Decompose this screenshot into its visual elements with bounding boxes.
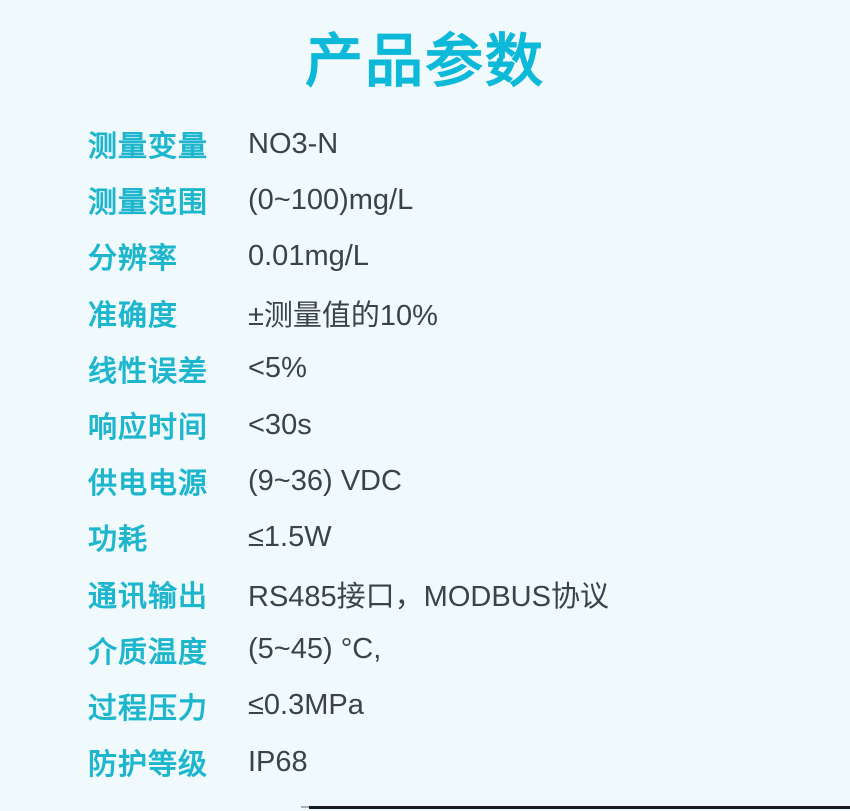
parameter-label: 介质温度	[88, 636, 209, 669]
parameter-label: 测量范围	[88, 187, 209, 220]
page-title: 产品参数	[304, 29, 545, 94]
parameter-row: 测量变量 NO3-N	[88, 116, 830, 172]
parameter-row: 通讯输出 RS485接口，MODBUS协议	[88, 566, 830, 622]
parameter-label: 线性误差	[88, 355, 209, 388]
parameter-row: 响应时间 <30s	[88, 397, 830, 453]
parameter-value: <30s	[248, 408, 312, 441]
parameter-value: (5~45) °C,	[248, 633, 382, 666]
parameter-row: 过程压力 ≤0.3MPa	[88, 678, 830, 734]
bottom-divider-tick	[301, 806, 309, 808]
parameter-value: RS485接口，MODBUS协议	[248, 580, 609, 613]
parameter-value: (9~36) VDC	[248, 464, 402, 497]
bottom-divider-bar	[309, 806, 850, 809]
parameter-value: 0.01mg/L	[248, 239, 369, 272]
parameter-value: NO3-N	[248, 127, 339, 160]
parameter-value: IP68	[248, 745, 308, 778]
parameter-table: 测量变量 NO3-N 测量范围 (0~100)mg/L 分辨率 0.01mg/L…	[88, 116, 830, 790]
parameter-row: 准确度 ±测量值的10%	[88, 285, 830, 341]
parameter-value: (0~100)mg/L	[248, 183, 414, 216]
parameter-row: 线性误差 <5%	[88, 341, 830, 397]
parameter-value: <5%	[248, 352, 307, 385]
parameter-label: 通讯输出	[88, 580, 209, 613]
parameter-label: 测量变量	[88, 131, 209, 164]
parameter-row: 防护等级 IP68	[88, 734, 830, 790]
parameter-value: ≤0.3MPa	[248, 689, 364, 722]
parameter-label: 响应时间	[88, 412, 209, 445]
parameter-label: 分辨率	[88, 243, 179, 276]
parameter-row: 功耗 ≤1.5W	[88, 509, 830, 565]
parameter-value: ±测量值的10%	[248, 299, 438, 332]
parameter-value: ≤1.5W	[248, 520, 332, 553]
parameter-row: 测量范围 (0~100)mg/L	[88, 172, 830, 228]
parameter-label: 功耗	[88, 524, 149, 557]
parameter-label: 防护等级	[88, 749, 209, 782]
parameter-label: 供电电源	[88, 468, 209, 501]
parameter-row: 供电电源 (9~36) VDC	[88, 453, 830, 509]
parameter-row: 分辨率 0.01mg/L	[88, 228, 830, 284]
parameter-label: 过程压力	[88, 692, 209, 725]
parameter-row: 介质温度 (5~45) °C,	[88, 622, 830, 678]
parameter-label: 准确度	[88, 299, 179, 332]
